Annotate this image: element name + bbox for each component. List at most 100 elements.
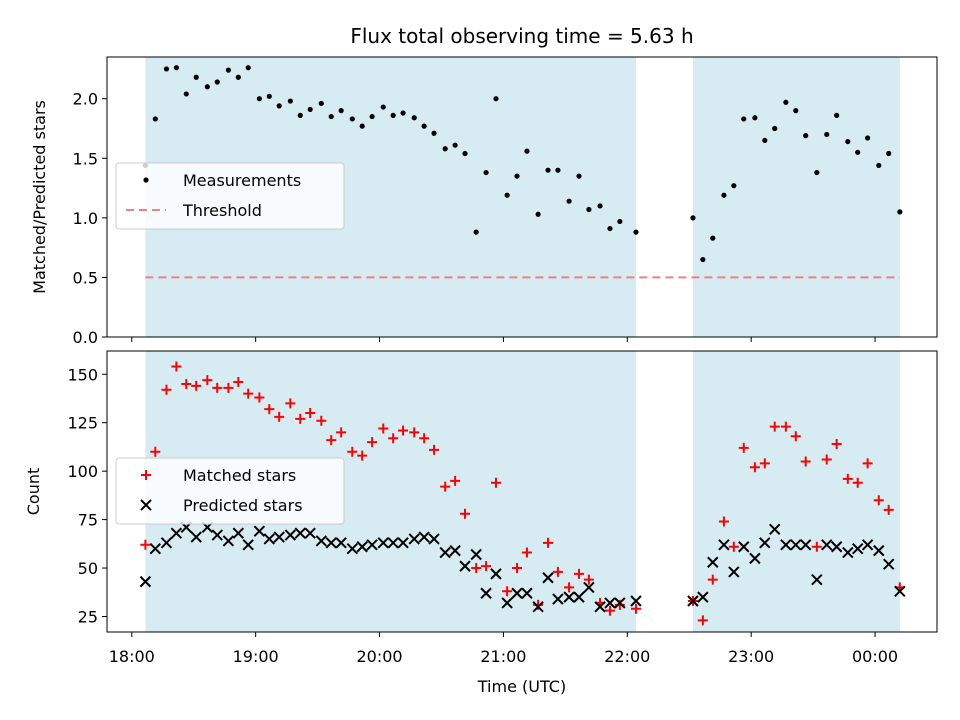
- y-tick-label: 0.0: [73, 328, 98, 347]
- x-tick-label: 22:00: [604, 647, 650, 666]
- data-point: [294, 527, 306, 539]
- y-axis-label: Count: [24, 468, 43, 516]
- data-point: [573, 591, 585, 603]
- data-point: [873, 544, 885, 557]
- data-point: [366, 539, 378, 551]
- data-point: [349, 116, 355, 122]
- data-point: [388, 433, 399, 444]
- data-point: [214, 79, 220, 85]
- axes-frame: [106, 350, 938, 633]
- data-point: [514, 173, 520, 179]
- data-point: [535, 211, 541, 217]
- data-point: [346, 542, 358, 555]
- data-point: [594, 601, 606, 613]
- y-tick-label: 2.0: [73, 90, 98, 109]
- data-point: [297, 112, 303, 118]
- data-point: [305, 408, 316, 419]
- data-point: [630, 603, 641, 614]
- legend-label: Measurements: [183, 171, 301, 190]
- data-point: [586, 206, 592, 213]
- data-point: [852, 477, 863, 488]
- data-point: [307, 106, 313, 113]
- data-point: [359, 123, 365, 129]
- data-point: [418, 531, 430, 543]
- data-point: [357, 450, 368, 461]
- data-point: [501, 597, 513, 609]
- data-point: [273, 531, 285, 543]
- data-point: [741, 116, 747, 122]
- data-point: [254, 392, 265, 403]
- data-point: [139, 575, 152, 588]
- axes-frame: [106, 56, 938, 338]
- data-point: [532, 601, 544, 613]
- data-point: [894, 585, 906, 598]
- data-point: [543, 537, 554, 548]
- data-point: [769, 523, 781, 535]
- data-point: [243, 388, 254, 399]
- data-point: [223, 382, 234, 393]
- legend: Matched stars Predicted stars: [115, 457, 345, 525]
- data-point: [780, 421, 791, 432]
- data-point: [633, 229, 639, 235]
- data-point: [449, 544, 461, 557]
- data-point: [335, 537, 347, 549]
- data-point: [728, 566, 740, 578]
- legend-marker: [143, 177, 149, 183]
- data-point: [811, 573, 823, 586]
- data-point: [316, 415, 327, 426]
- x-tick-label: 20:00: [356, 647, 402, 666]
- data-point: [524, 148, 530, 154]
- data-point: [597, 203, 603, 209]
- data-point: [140, 539, 151, 550]
- data-point: [233, 377, 244, 388]
- data-point: [842, 473, 853, 484]
- data-point: [191, 380, 202, 391]
- data-point: [171, 361, 182, 372]
- data-point: [552, 593, 564, 605]
- data-point: [865, 135, 871, 141]
- x-tick-label: 18:00: [109, 647, 155, 666]
- data-point: [387, 537, 399, 549]
- data-point: [160, 537, 173, 549]
- data-point: [304, 527, 316, 539]
- data-point: [460, 508, 471, 519]
- data-point: [604, 597, 616, 609]
- legend: Measurements Threshold: [115, 162, 345, 230]
- data-point: [431, 130, 437, 136]
- y-tick-label: 1.0: [73, 209, 98, 228]
- data-point: [614, 597, 626, 609]
- data-point: [338, 108, 344, 114]
- data-point: [222, 535, 235, 547]
- data-point: [811, 541, 822, 552]
- data-point: [800, 456, 811, 467]
- data-point: [759, 458, 770, 469]
- data-point: [555, 167, 561, 173]
- data-point: [170, 527, 183, 539]
- data-point: [480, 587, 492, 599]
- data-point: [855, 149, 861, 155]
- y-tick-label: 150: [67, 365, 98, 384]
- data-point: [886, 150, 892, 157]
- data-point: [873, 495, 884, 506]
- data-point: [183, 91, 189, 97]
- data-point: [193, 74, 199, 80]
- observing-window-2: [692, 57, 900, 337]
- data-point: [256, 96, 262, 102]
- data-point: [738, 442, 749, 453]
- data-point: [450, 475, 461, 486]
- data-point: [707, 556, 719, 568]
- legend-box: [115, 162, 345, 230]
- data-point: [284, 529, 297, 541]
- data-point: [512, 563, 523, 574]
- data-point: [264, 404, 275, 415]
- data-point: [845, 138, 851, 145]
- data-point: [204, 84, 210, 90]
- data-point: [232, 527, 245, 539]
- y-tick-label: 25: [78, 607, 98, 626]
- data-point: [583, 574, 594, 585]
- data-point: [235, 74, 241, 80]
- data-point: [295, 413, 306, 424]
- legend-label: Matched stars: [183, 466, 296, 485]
- data-point: [545, 167, 551, 173]
